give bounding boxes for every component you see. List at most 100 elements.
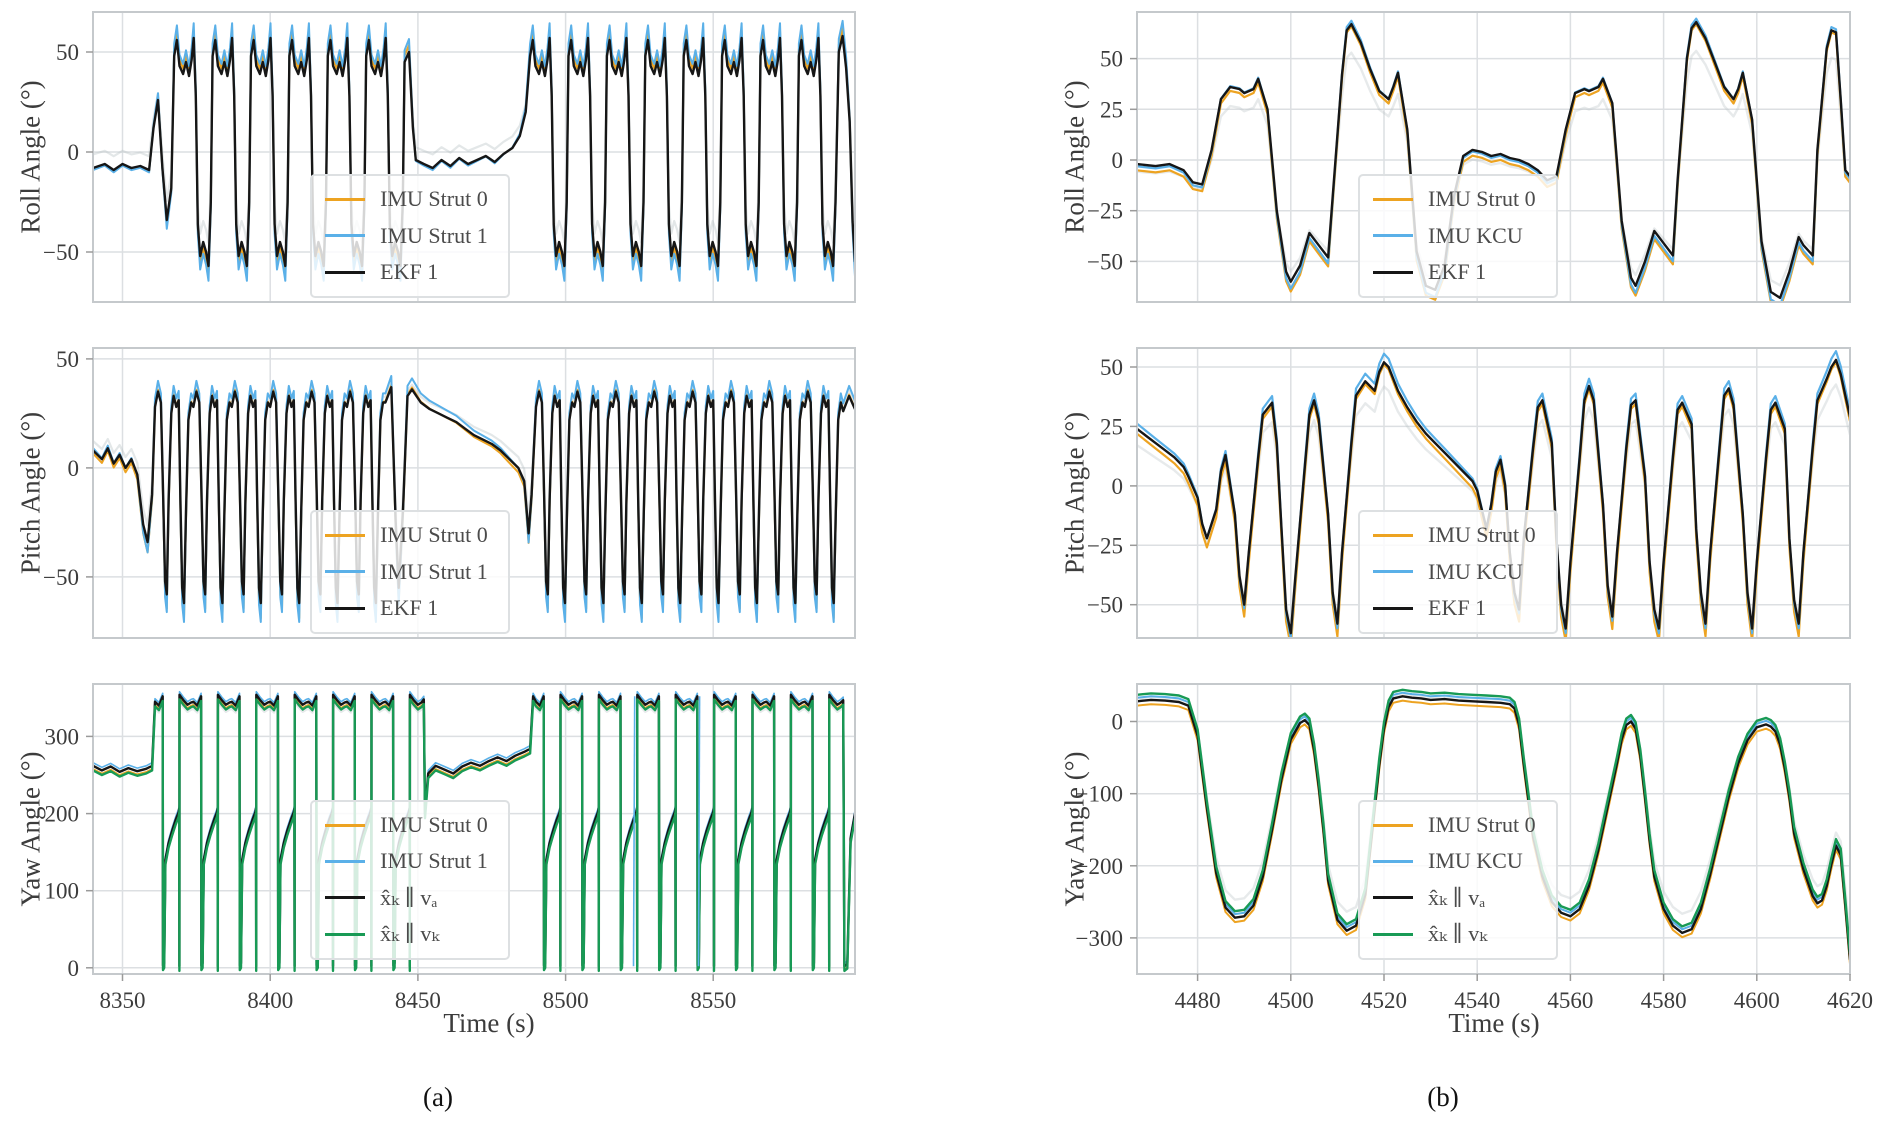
legend-item: x̂ₖ ∥ vₖ (1373, 921, 1536, 947)
y-tick-label: −25 (1087, 199, 1123, 224)
x-axis-label-right: Time (s) (1448, 1008, 1540, 1038)
subplot-left-pitch: 50 0 −50 IMU Strut 0 IMU Strut 1 EKF 1 (43, 347, 856, 639)
legend-label: IMU Strut 1 (380, 848, 488, 874)
legend-label: IMU KCU (1428, 222, 1523, 248)
legend-label: IMU Strut 1 (380, 222, 488, 248)
legend-label: x̂ₖ ∥ vₐ (1428, 884, 1486, 910)
series-IMU Strut 1 (93, 375, 855, 623)
legend-item: EKF 1 (1373, 259, 1536, 285)
legend: IMU Strut 0 IMU KCU EKF 1 (1358, 174, 1558, 298)
x-tick-label: 8350 (100, 988, 146, 1013)
legend-line-swatch (1373, 606, 1414, 610)
legend-label: EKF 1 (1428, 595, 1487, 621)
legend-item: IMU KCU (1373, 559, 1536, 585)
legend: IMU Strut 0 IMU Strut 1 EKF 1 (310, 174, 510, 298)
x-tick-label: 4560 (1547, 988, 1593, 1013)
y-axis-label-left-roll: Roll Angle (°) (15, 80, 46, 234)
legend-label: IMU Strut 0 (380, 522, 488, 548)
x-tick-label: 4540 (1454, 988, 1500, 1013)
legend-line-swatch (325, 932, 366, 936)
y-tick-label: −50 (43, 565, 79, 590)
y-axis-label-right-roll: Roll Angle (°) (1059, 80, 1090, 234)
x-tick-label: 8400 (247, 988, 293, 1013)
y-tick-label: −50 (1087, 249, 1123, 274)
subplot-right-roll: 50 25 0 −25 −50 IMU Strut 0 IMU KCU EKF 1 (1087, 11, 1851, 303)
legend-line-swatch (1373, 932, 1414, 936)
y-tick-label: 25 (1100, 414, 1123, 439)
y-tick-label: 200 (45, 802, 80, 827)
y-tick-label: 50 (1100, 47, 1123, 72)
series-extra (632, 696, 636, 967)
axes-frame (1136, 347, 1851, 639)
legend-item: IMU KCU (1373, 848, 1536, 874)
axes-frame (1136, 683, 1851, 975)
x-tick-label: 4600 (1734, 988, 1780, 1013)
chart-canvas-left-yaw: 300 200 100 0 8350 8400 8450 8500 8550 (45, 683, 856, 1013)
legend-label: IMU Strut 0 (1428, 522, 1536, 548)
legend-line-swatch (1373, 570, 1414, 574)
legend-item: EKF 1 (325, 595, 488, 621)
legend-item: EKF 1 (1373, 595, 1536, 621)
legend-line-swatch (325, 606, 366, 610)
x-tick-label: 8450 (395, 988, 441, 1013)
y-axis-label-right-yaw: Yaw Angle (°) (1059, 751, 1090, 907)
y-tick-label: 50 (1100, 355, 1123, 380)
legend-label: x̂ₖ ∥ vₐ (380, 884, 438, 910)
x-tick-label: 4580 (1641, 988, 1687, 1013)
chart-canvas-right-roll: 50 25 0 −25 −50 (1087, 11, 1851, 303)
legend-item: IMU KCU (1373, 223, 1536, 249)
caption-a: (a) (423, 1082, 453, 1112)
legend-item: IMU Strut 0 (325, 186, 488, 212)
legend-line-swatch (1373, 270, 1414, 274)
subplot-left-roll: 50 0 −50 IMU Strut 0 IMU Strut 1 EKF 1 (43, 11, 856, 303)
legend-label: EKF 1 (1428, 259, 1487, 285)
chart-canvas-left-roll: 50 0 −50 (43, 11, 856, 303)
subplot-right-yaw: 0 −100 −200 −300 4480 4500 4520 4540 4560 4580 460… (1076, 683, 1873, 1013)
legend-line-swatch (325, 198, 366, 202)
y-tick-label: −200 (1076, 854, 1123, 879)
y-tick-label: 0 (68, 956, 80, 981)
y-tick-label: 0 (68, 140, 80, 165)
legend-label: x̂ₖ ∥ vₖ (380, 921, 440, 947)
subplot-left-yaw: 300 200 100 0 8350 8400 8450 8500 8550 IMU Strut … (45, 683, 856, 1013)
x-tick-label: 4500 (1268, 988, 1314, 1013)
series-EKF 1 (93, 34, 855, 268)
legend-label: IMU Strut 0 (380, 812, 488, 837)
x-tick-label: 8500 (543, 988, 589, 1013)
legend-line-swatch (1373, 860, 1414, 864)
y-tick-label: 0 (68, 456, 80, 481)
legend-label: IMU KCU (1428, 558, 1523, 584)
series-EKF 1 (1137, 20, 1850, 300)
subplot-right-pitch: 50 25 0 −25 −50 IMU Strut 0 IMU KCU EKF 1 (1087, 347, 1851, 639)
legend-label: IMU Strut 1 (380, 558, 488, 584)
series-extra (697, 696, 701, 967)
y-tick-label: 100 (45, 879, 80, 904)
series-x̂ₖ ∥ vₖ (93, 698, 855, 973)
y-tick-label: 0 (1112, 710, 1124, 735)
legend-line-swatch (325, 570, 366, 574)
legend-item: EKF 1 (325, 259, 488, 285)
legend-item: x̂ₖ ∥ vₐ (1373, 885, 1536, 911)
legend-item: IMU Strut 0 (325, 522, 488, 548)
legend-label: EKF 1 (380, 259, 439, 285)
legend-line-swatch (325, 860, 366, 864)
y-tick-label: 300 (45, 724, 80, 749)
axes-frame (92, 683, 856, 975)
legend-line-swatch (325, 234, 366, 238)
legend-line-swatch (325, 896, 366, 900)
legend: IMU Strut 0 IMU Strut 1 EKF 1 (310, 510, 510, 634)
legend-label: IMU Strut 0 (1428, 186, 1536, 212)
x-axis-label-left: Time (s) (443, 1008, 535, 1038)
y-tick-label: 0 (1112, 148, 1124, 173)
legend-item: x̂ₖ ∥ vₐ (325, 885, 488, 911)
y-tick-label: −50 (43, 240, 79, 265)
series-EKF 1 (93, 386, 855, 605)
y-tick-label: 50 (56, 347, 79, 372)
legend-line-swatch (325, 823, 366, 827)
legend-line-swatch (1373, 198, 1414, 202)
legend-item: IMU Strut 1 (325, 559, 488, 585)
axes-frame (1136, 11, 1851, 303)
legend-line-swatch (1373, 896, 1414, 900)
y-axis-label-left-yaw: Yaw Angle (°) (15, 751, 46, 907)
legend-item: IMU Strut 1 (325, 848, 488, 874)
